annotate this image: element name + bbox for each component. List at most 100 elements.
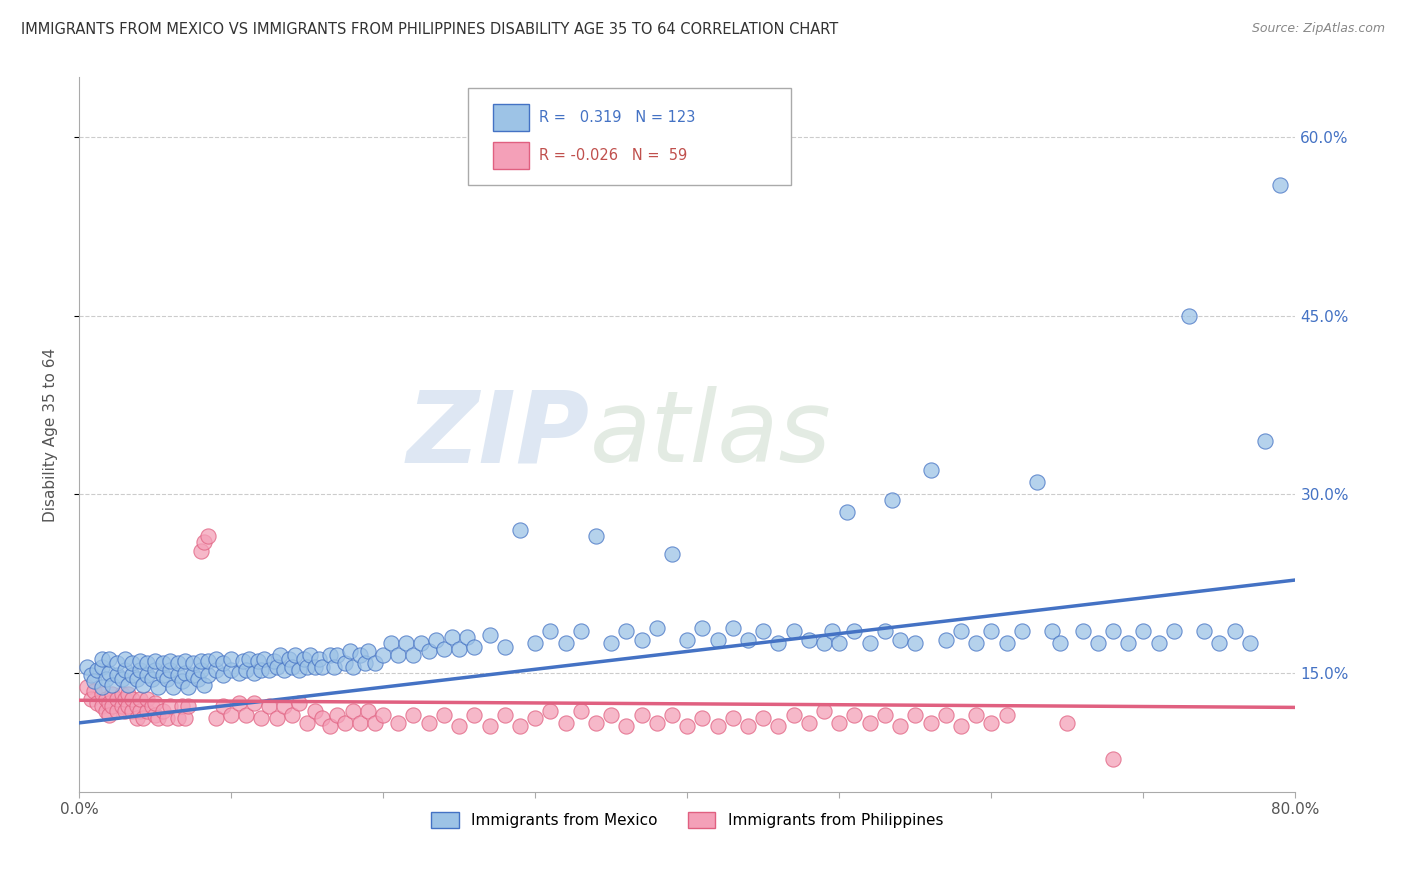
Point <box>76 680 98 694</box>
Point <box>752 624 775 639</box>
Point <box>219 651 242 665</box>
Point <box>121 657 143 671</box>
Point <box>190 654 212 668</box>
Point <box>90 651 112 665</box>
Point <box>281 707 304 722</box>
Point <box>768 719 790 733</box>
Point <box>1270 178 1292 192</box>
Point <box>692 711 714 725</box>
Point <box>828 636 851 650</box>
Point <box>402 648 425 662</box>
Point <box>96 704 118 718</box>
Point <box>585 715 607 730</box>
Point <box>616 719 638 733</box>
Point <box>692 621 714 635</box>
Point <box>1208 636 1230 650</box>
Point <box>311 711 333 725</box>
Text: IMMIGRANTS FROM MEXICO VS IMMIGRANTS FROM PHILIPPINES DISABILITY AGE 35 TO 64 CO: IMMIGRANTS FROM MEXICO VS IMMIGRANTS FRO… <box>21 22 838 37</box>
Point <box>110 672 132 686</box>
Point <box>456 630 478 644</box>
Point <box>995 707 1018 722</box>
Point <box>114 692 136 706</box>
Point <box>136 704 159 718</box>
Point <box>463 707 485 722</box>
Point <box>187 672 209 686</box>
Point <box>463 640 485 654</box>
Point <box>219 707 242 722</box>
Point <box>1040 624 1063 639</box>
Text: atlas: atlas <box>591 386 831 483</box>
Point <box>661 707 683 722</box>
Point <box>616 624 638 639</box>
Point <box>105 692 128 706</box>
Point <box>920 463 942 477</box>
Point <box>494 707 516 722</box>
Point <box>311 660 333 674</box>
Point <box>1163 624 1185 639</box>
Point <box>1011 624 1033 639</box>
Point <box>98 696 121 710</box>
Point <box>524 711 547 725</box>
Point <box>418 715 440 730</box>
Point <box>114 704 136 718</box>
Point <box>1071 624 1094 639</box>
Point <box>1192 624 1215 639</box>
Point <box>266 711 288 725</box>
Point <box>105 668 128 682</box>
Point <box>193 534 215 549</box>
Point <box>304 660 326 674</box>
Point <box>152 668 174 682</box>
Point <box>156 711 179 725</box>
Point <box>768 636 790 650</box>
Point <box>357 644 380 658</box>
Point <box>387 648 409 662</box>
Point <box>295 715 318 730</box>
Point <box>80 668 103 682</box>
Point <box>645 621 668 635</box>
Point <box>1049 636 1071 650</box>
FancyBboxPatch shape <box>468 88 790 185</box>
Point <box>661 547 683 561</box>
Point <box>86 664 108 678</box>
Point <box>295 660 318 674</box>
Point <box>152 704 174 718</box>
Point <box>935 707 957 722</box>
Point <box>101 687 124 701</box>
Point <box>159 654 181 668</box>
Point <box>333 657 356 671</box>
Point <box>569 624 592 639</box>
Point <box>121 668 143 682</box>
Point <box>882 493 904 508</box>
Point <box>212 657 235 671</box>
Point <box>253 651 276 665</box>
Point <box>162 680 184 694</box>
Point <box>212 668 235 682</box>
Point <box>554 715 576 730</box>
Point <box>538 704 561 718</box>
Point <box>509 719 531 733</box>
Point <box>204 664 226 678</box>
Point <box>125 699 148 714</box>
Point <box>132 678 155 692</box>
Point <box>706 719 728 733</box>
Point <box>835 505 858 519</box>
Point <box>257 664 280 678</box>
Point <box>146 711 169 725</box>
Point <box>228 696 250 710</box>
Point <box>174 711 197 725</box>
Point <box>1116 636 1139 650</box>
Point <box>101 678 124 692</box>
Point <box>433 642 456 657</box>
Point <box>980 624 1002 639</box>
Point <box>828 715 851 730</box>
Point <box>326 648 349 662</box>
Point <box>128 664 150 678</box>
Point <box>83 683 105 698</box>
Point <box>353 657 375 671</box>
Point <box>152 657 174 671</box>
Point <box>105 704 128 718</box>
Point <box>219 664 242 678</box>
Point <box>90 680 112 694</box>
Point <box>319 719 342 733</box>
Point <box>554 636 576 650</box>
